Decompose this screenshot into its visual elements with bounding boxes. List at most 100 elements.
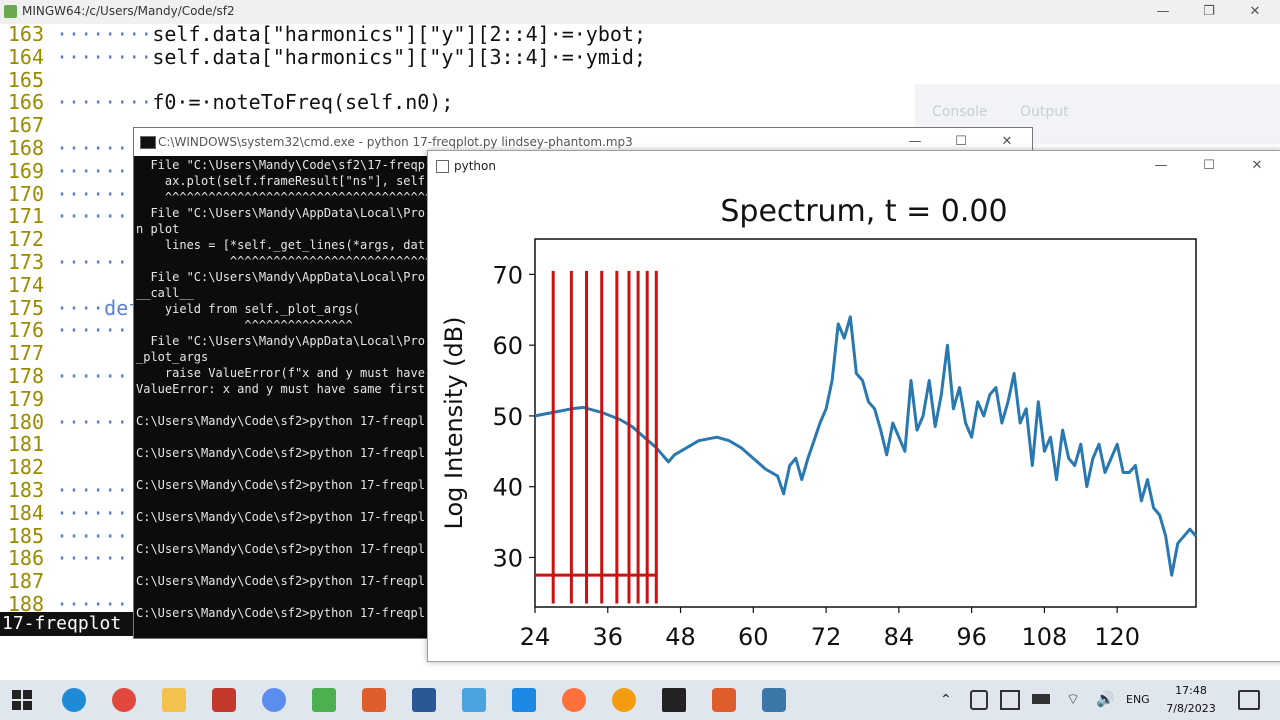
volume-icon[interactable]: 🔊 xyxy=(1096,690,1115,708)
app-icon-red[interactable] xyxy=(212,688,236,712)
plot-area: 24 36 48 60 72 84 96 108 120 30 40 50 60 70 xyxy=(492,238,1198,651)
code-line[interactable]: ········self.data["harmonics"]["y"][2::4… xyxy=(56,22,646,46)
app-icon-green[interactable] xyxy=(312,688,336,712)
maximize-button[interactable]: ❐ xyxy=(1203,4,1215,19)
chevron-up-icon[interactable]: ⌃ xyxy=(940,692,952,708)
python-window-title: python xyxy=(454,159,496,173)
indent-dots: ····def xyxy=(56,295,141,320)
python-figure-window[interactable]: python — ☐ ✕ Spectrum, t = 0.00 Log Inte… xyxy=(427,150,1280,662)
battery-icon[interactable] xyxy=(1032,694,1050,704)
indent-dots: ········ xyxy=(56,90,153,115)
console-line: lines = [*self._get_lines(*args, dat xyxy=(136,238,425,252)
line-number: 172 xyxy=(7,227,44,252)
python-minimize-button[interactable]: — xyxy=(1154,158,1168,173)
line-number: 165 xyxy=(7,67,44,92)
code-line[interactable]: ······· xyxy=(56,182,140,206)
console-line: _plot_args xyxy=(136,350,209,364)
y-axis-label: Log Intensity (dB) xyxy=(440,316,468,529)
code-line[interactable]: ······· xyxy=(56,250,140,274)
notification-icon[interactable] xyxy=(1238,690,1260,710)
edge-icon[interactable] xyxy=(62,688,86,712)
indent-dots: ········ xyxy=(56,44,153,69)
console-line: C:\Users\Mandy\Code\sf2>python 17-freqpl xyxy=(136,446,425,460)
cmd-app-icon xyxy=(140,136,156,149)
faded-output-tab: Output xyxy=(1020,104,1069,120)
firefox-icon[interactable] xyxy=(562,688,586,712)
line-number: 164 xyxy=(7,44,44,69)
app-icon-blue[interactable] xyxy=(262,688,286,712)
code-line[interactable]: ······· xyxy=(56,478,140,502)
app-icon-orange[interactable] xyxy=(612,688,636,712)
code-line[interactable]: ······· xyxy=(56,318,140,342)
file-explorer-icon[interactable] xyxy=(162,688,186,712)
x-tick-label: 84 xyxy=(884,623,915,651)
line-number: 168 xyxy=(7,136,44,160)
code-line[interactable]: ······· xyxy=(56,159,140,183)
x-tick-label: 120 xyxy=(1094,623,1140,651)
console-line: ValueError: x and y must have same first xyxy=(136,382,425,396)
line-number: 175 xyxy=(7,295,44,320)
close-button[interactable]: ✕ xyxy=(1249,4,1261,19)
line-number: 170 xyxy=(7,181,44,206)
start-icon[interactable] xyxy=(12,690,32,710)
app-icon-sky[interactable] xyxy=(512,688,536,712)
code-line[interactable]: ······· xyxy=(56,546,140,570)
console-line: C:\Users\Mandy\Code\sf2>python 17-freqpl xyxy=(136,542,425,556)
y-tick-label: 30 xyxy=(492,544,523,572)
python-icon[interactable] xyxy=(762,688,786,712)
python-titlebar: python — ☐ ✕ xyxy=(428,151,1280,181)
line-number: 179 xyxy=(7,386,44,411)
git-icon[interactable] xyxy=(362,688,386,712)
cmd-close-button[interactable]: ✕ xyxy=(1001,134,1013,149)
chrome-icon[interactable] xyxy=(112,688,136,712)
line-number: 186 xyxy=(7,546,44,571)
cmd-maximize-button[interactable]: ☐ xyxy=(955,134,967,149)
cmd-console-output[interactable]: File "C:\Users\Mandy\Code\sf2\17-freqp a… xyxy=(134,158,1032,636)
console-line: n plot xyxy=(136,222,180,236)
terminal-prompt-fragment: 17-freqplot xyxy=(0,612,142,636)
console-line: C:\Users\Mandy\Code\sf2>python 17-freqpl xyxy=(136,510,425,524)
x-tick-label: 108 xyxy=(1021,623,1067,651)
line-number: 173 xyxy=(7,250,44,274)
y-tick-label: 70 xyxy=(492,261,523,289)
code-line[interactable]: ······· xyxy=(56,410,140,434)
meet-now-icon[interactable] xyxy=(970,690,988,710)
code-line[interactable]: ······· xyxy=(56,364,140,388)
python-close-button[interactable]: ✕ xyxy=(1251,158,1263,173)
clock-time[interactable]: 17:48 xyxy=(1175,684,1207,697)
minimize-button[interactable]: — xyxy=(1156,4,1170,19)
clock-date[interactable]: 7/8/2023 xyxy=(1166,702,1216,715)
cmd-minimize-button[interactable]: — xyxy=(908,134,922,149)
spectrum-chart: Spectrum, t = 0.00 Log Intensity (dB) 24… xyxy=(440,194,1198,651)
console-line: File "C:\Users\Mandy\AppData\Local\Pro xyxy=(136,206,425,220)
code-line[interactable]: ······· xyxy=(56,524,140,548)
line-number: 167 xyxy=(7,113,44,138)
indent-dots: ······· xyxy=(56,181,141,206)
code-line[interactable]: ······· xyxy=(56,136,140,160)
indent-dots: ······· xyxy=(56,500,141,525)
code-text: self.data["harmonics"]["y"][3::4]·=·ymid… xyxy=(152,44,647,69)
app-icon-navy[interactable] xyxy=(412,688,436,712)
spectrum-line xyxy=(534,315,1198,577)
console-line: ^^^^^^^^^^^^^^^ xyxy=(136,318,353,332)
code-line[interactable]: ········self.data["harmonics"]["y"][3::4… xyxy=(56,45,646,69)
console-line: C:\Users\Mandy\Code\sf2>python 17-freqpl xyxy=(136,414,425,428)
code-line[interactable]: ········f0·=·noteToFreq(self.n0); xyxy=(56,90,453,114)
wifi-icon[interactable]: ⌔ xyxy=(1066,690,1081,708)
code-line[interactable]: ······· xyxy=(56,204,140,228)
code-line[interactable]: ····def xyxy=(56,296,140,320)
screen-icon[interactable] xyxy=(1000,690,1020,710)
python-maximize-button[interactable]: ☐ xyxy=(1203,158,1215,173)
console-line: raise ValueError(f"x and y must have xyxy=(136,366,425,380)
terminal-icon[interactable] xyxy=(662,688,686,712)
mingw-app-icon xyxy=(4,5,17,18)
y-tick-label: 50 xyxy=(492,403,523,431)
git-icon-2[interactable] xyxy=(712,688,736,712)
app-icon-lightblue[interactable] xyxy=(462,688,486,712)
line-number: 176 xyxy=(7,318,44,343)
code-line[interactable]: ······· xyxy=(56,501,140,525)
indent-dots: ······· xyxy=(56,523,141,548)
language-indicator[interactable]: ENG xyxy=(1126,693,1150,706)
plot-frame xyxy=(534,238,1197,608)
x-tick-label: 72 xyxy=(811,623,842,651)
